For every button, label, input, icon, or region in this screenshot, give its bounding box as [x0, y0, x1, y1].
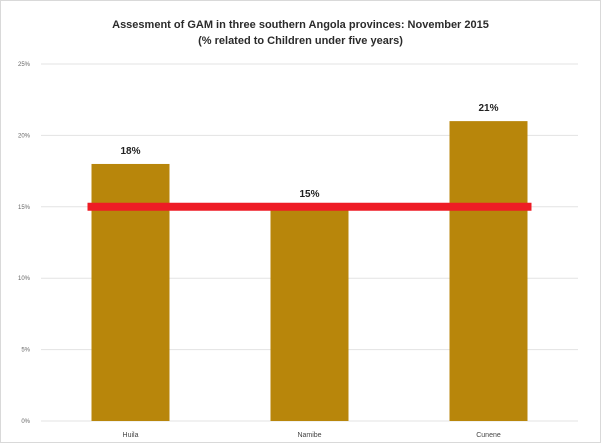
y-tick-label: 0%	[21, 419, 30, 425]
y-tick-label: 10%	[18, 276, 31, 282]
category-label-huila: Huila	[123, 432, 139, 439]
bar-cunene	[449, 121, 528, 422]
y-tick-label: 15%	[18, 205, 31, 211]
data-label-namibe: 15%	[299, 189, 319, 200]
data-label-cunene: 21%	[478, 103, 498, 114]
y-axis-tick-labels: 0% 5% 10% 15% 20% 25%	[18, 62, 31, 425]
y-tick-label: 20%	[18, 133, 31, 139]
bars	[91, 121, 528, 422]
data-label-huila: 18%	[120, 146, 140, 157]
y-tick-label: 25%	[18, 62, 31, 68]
chart-subtitle: (% related to Children under five years)	[198, 35, 403, 47]
category-label-namibe: Namibe	[297, 432, 321, 439]
data-labels: 18% 15% 21%	[120, 103, 498, 200]
bar-namibe	[270, 206, 349, 421]
category-label-cunene: Cunene	[476, 432, 501, 439]
bar-huila	[91, 163, 170, 421]
chart-title: Assesment of GAM in three southern Angol…	[112, 19, 489, 31]
y-tick-label: 5%	[21, 348, 30, 354]
x-axis-category-labels: Huila Namibe Cunene	[123, 432, 501, 439]
